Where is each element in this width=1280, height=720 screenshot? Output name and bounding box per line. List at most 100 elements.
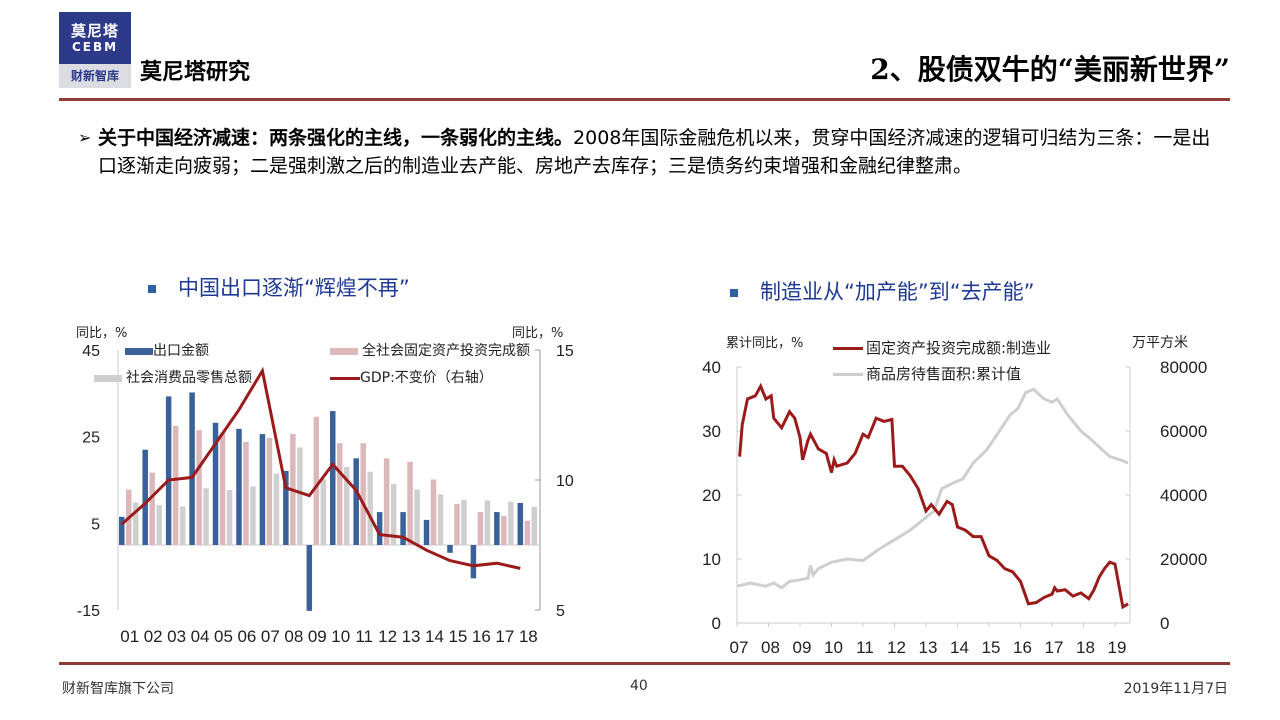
x-tick-label: 05	[214, 627, 233, 646]
x-tick-label: 14	[950, 638, 969, 657]
page-number: 40	[630, 678, 648, 694]
bar-investment	[337, 443, 343, 545]
right-axis-title: 万平方米	[1132, 335, 1188, 351]
bar-investment	[172, 425, 179, 545]
gdp-line	[120, 366, 521, 570]
bar-export	[353, 458, 359, 545]
arrow-bullet-icon: ➢	[78, 128, 92, 147]
bar-investment	[313, 416, 320, 545]
bar-export	[119, 516, 125, 545]
legend-retail: 社会消费品零售总额	[94, 367, 252, 387]
x-tick-label: 19	[1108, 638, 1127, 657]
bar-investment	[266, 437, 273, 545]
bar-investment	[149, 472, 155, 545]
x-tick-label: 16	[472, 627, 491, 646]
x-tick-label: 04	[191, 627, 210, 646]
bullet-paragraph: ➢ 关于中国经济减速：两条强化的主线，一条弱化的主线。2008年国际金融危机以来…	[78, 124, 1218, 180]
y-tick-label: 20	[702, 486, 721, 505]
bar-investment	[524, 520, 531, 545]
header-divider	[59, 98, 1230, 101]
y2-tick-label: 5	[556, 603, 565, 620]
bar-retail	[156, 505, 162, 545]
y-tick-label: 30	[702, 422, 721, 441]
x-tick-label: 10	[331, 627, 350, 646]
bar-export	[165, 396, 172, 545]
subtitle-text: 制造业从“加产能”到“去产能”	[760, 280, 1035, 304]
x-tick-label: 08	[761, 638, 780, 657]
x-tick-label: 13	[402, 627, 421, 646]
y2-tick-label: 40000	[1160, 486, 1207, 505]
x-tick-label: 17	[1045, 638, 1064, 657]
right-chart-subtitle: 制造业从“加产能”到“去产能”	[730, 276, 1035, 306]
bar-retail	[273, 473, 280, 545]
left-axis-title: 累计同比，%	[726, 336, 804, 351]
y2-tick-label: 15	[556, 343, 574, 360]
bar-retail	[179, 506, 186, 545]
bar-retail	[226, 489, 233, 545]
bar-retail	[484, 500, 491, 545]
cebm-logo: 莫尼塔 CEBM 财新智库	[59, 12, 131, 88]
x-tick-label: 01	[120, 627, 139, 646]
y2-tick-label: 20000	[1160, 550, 1207, 569]
x-tick-label: 10	[824, 638, 843, 657]
housing-inventory-line	[736, 387, 1129, 590]
bar-retail	[250, 486, 256, 545]
bar-retail	[508, 501, 514, 545]
bar-export	[142, 449, 148, 545]
y-tick-label: 0	[712, 614, 721, 633]
legend-investment: 全社会固定资产投资完成额	[330, 340, 530, 360]
bar-export	[212, 422, 219, 545]
subtitle-text: 中国出口逐渐“辉煌不再”	[178, 276, 410, 300]
bar-retail	[414, 489, 420, 545]
x-tick-label: 07	[730, 638, 749, 657]
bar-export	[236, 428, 242, 545]
bar-export	[470, 545, 477, 579]
legend-housing: 商品房待售面积:累计值	[833, 363, 1021, 384]
x-tick-label: 16	[1013, 638, 1032, 657]
y-tick-label: -15	[77, 603, 100, 620]
x-tick-label: 17	[495, 627, 514, 646]
bar-retail	[461, 499, 467, 545]
x-tick-label: 11	[355, 627, 373, 646]
x-tick-label: 09	[308, 627, 327, 646]
bar-investment	[477, 512, 484, 545]
manufacturing-fai-line	[738, 382, 1129, 610]
bar-export	[283, 470, 289, 545]
bar-investment	[407, 461, 413, 545]
bar-export	[517, 502, 524, 545]
y2-tick-label: 10	[556, 473, 574, 490]
bar-export	[259, 434, 266, 545]
legend-export: 出口金额	[125, 340, 209, 360]
brand-name: 莫尼塔研究	[140, 59, 251, 85]
x-tick-label: 15	[448, 627, 467, 646]
y2-tick-label: 60000	[1160, 422, 1207, 441]
bar-retail	[203, 488, 209, 545]
x-tick-label: 06	[237, 627, 256, 646]
x-tick-label: 08	[284, 627, 303, 646]
y-tick-label: 45	[82, 343, 100, 360]
footer-date: 2019年11月7日	[1123, 681, 1228, 697]
bar-retail	[344, 467, 350, 545]
x-tick-label: 07	[261, 627, 280, 646]
bar-investment	[243, 441, 249, 545]
logo-text: 财新智库	[59, 64, 131, 88]
bar-export	[376, 512, 383, 545]
y-tick-label: 5	[91, 516, 100, 533]
y2-tick-label: 0	[1160, 614, 1169, 633]
y-tick-label: 10	[702, 550, 721, 569]
legend-gdp: GDP:不变价（右轴）	[330, 367, 493, 387]
bar-export	[189, 392, 195, 545]
square-bullet-icon	[730, 289, 738, 297]
bar-export	[400, 512, 406, 545]
x-tick-label: 14	[425, 627, 444, 646]
page-title: 2、股债双牛的“美丽新世界”	[870, 53, 1230, 86]
bar-retail	[320, 479, 327, 545]
logo-text: 莫尼塔	[70, 22, 119, 40]
bar-export	[423, 519, 430, 545]
x-tick-label: 15	[982, 638, 1001, 657]
logo-text: CEBM	[71, 40, 119, 54]
bullet-text: 2008年国际金融危机以来，贯穿中国经济减速的逻辑可归结为三条：一是出口逐渐走向…	[98, 127, 1211, 177]
left-axis-title: 同比，%	[76, 326, 128, 341]
left-chart-subtitle: 中国出口逐渐“辉煌不再”	[148, 272, 410, 302]
